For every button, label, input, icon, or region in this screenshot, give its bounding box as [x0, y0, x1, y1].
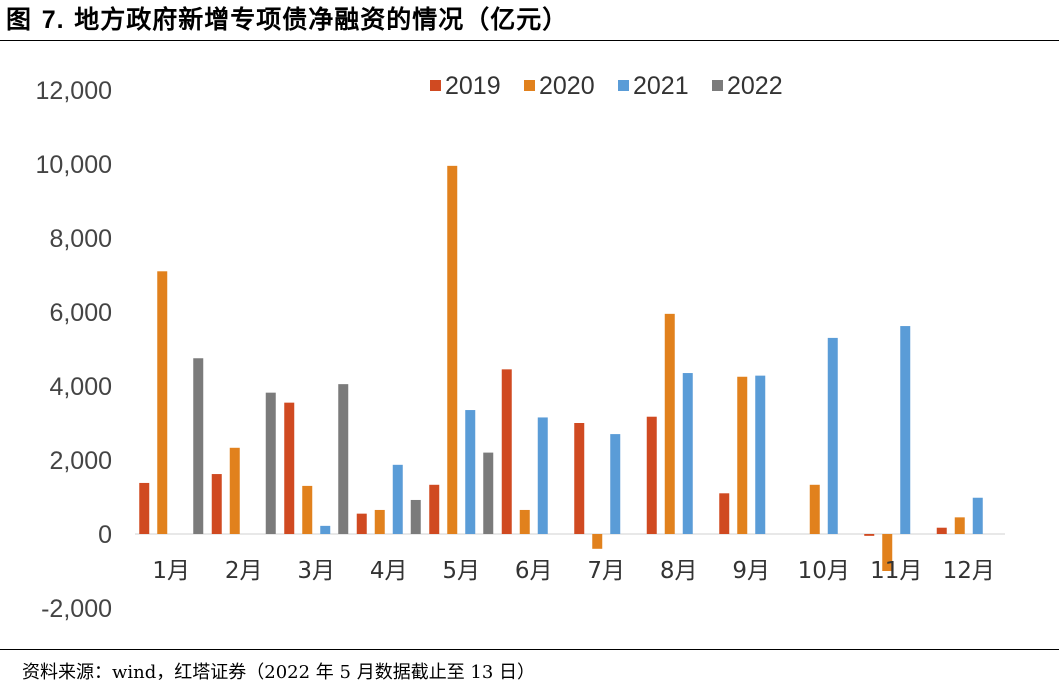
bar-2021 — [900, 326, 911, 534]
legend-label-2019: 2019 — [445, 72, 501, 100]
bar-2020 — [809, 484, 820, 534]
bar-2019 — [501, 369, 512, 534]
bar-2019 — [574, 423, 585, 534]
bar-2019 — [356, 513, 367, 534]
legend-swatch-2021 — [618, 80, 629, 91]
x-tick-label: 2月 — [225, 558, 263, 584]
bar-2021 — [320, 525, 331, 534]
bar-2020 — [447, 165, 458, 534]
bar-2020 — [737, 376, 748, 534]
bar-2021 — [392, 464, 403, 534]
bar-2021 — [610, 434, 621, 534]
bar-chart: 12,000 10,000 8,000 6,000 4,000 2,000 0 -2,000 1… — [36, 72, 1005, 623]
y-tick-label: 2,000 — [49, 447, 112, 475]
bar-2020 — [664, 313, 675, 534]
source-note: 资料来源：wind，红塔证券（2022 年 5 月数据截止至 13 日） — [22, 662, 536, 683]
figure-number: 7. — [41, 6, 65, 34]
x-tick-label: 10月 — [798, 558, 850, 584]
x-tick-label: 5月 — [442, 558, 480, 584]
bar-2020 — [882, 534, 893, 571]
bar-2021 — [827, 337, 838, 534]
y-tick-label: 10,000 — [36, 151, 112, 179]
bar-2020 — [229, 447, 240, 534]
bar-2022 — [265, 392, 276, 534]
bar-2022 — [483, 452, 494, 534]
y-tick-label: 4,000 — [49, 373, 112, 401]
bar-2022 — [410, 499, 421, 534]
x-tick-label: 4月 — [370, 558, 408, 584]
bar-2021 — [465, 410, 476, 534]
bottom-rule — [0, 649, 1059, 650]
bar-2020 — [519, 509, 530, 534]
bar-2019 — [211, 474, 222, 534]
bar-2019 — [864, 534, 875, 536]
x-tick-label: 3月 — [297, 558, 335, 584]
bar-2022 — [193, 358, 204, 534]
title-prefix: 图 — [6, 5, 42, 34]
bar-2020 — [302, 485, 313, 534]
bar-2020 — [592, 534, 603, 549]
bar-2021 — [972, 497, 983, 534]
chart-title: 图 7. 地方政府新增专项债净融资的情况（亿元） — [6, 2, 568, 38]
title-text: 地方政府新增专项债净融资的情况（亿元） — [64, 5, 569, 34]
bar-2020 — [374, 509, 385, 534]
legend-swatch-2020 — [524, 80, 535, 91]
bar-2020 — [954, 517, 965, 534]
bar-2021 — [537, 417, 548, 534]
legend-swatch-2019 — [430, 80, 441, 91]
x-tick-label: 9月 — [732, 558, 770, 584]
y-tick-label: 8,000 — [49, 225, 112, 253]
bar-2022 — [338, 384, 349, 534]
bar-2019 — [936, 527, 947, 534]
y-tick-label: 6,000 — [49, 299, 112, 327]
x-tick-label: 7月 — [587, 558, 625, 584]
legend-label-2022: 2022 — [727, 72, 783, 100]
bar-2019 — [139, 482, 150, 534]
legend-label-2021: 2021 — [633, 72, 689, 100]
y-tick-label: 12,000 — [36, 77, 112, 105]
top-rule — [0, 40, 1059, 41]
legend-swatch-2022 — [712, 80, 723, 91]
x-tick-label: 11月 — [870, 558, 922, 584]
y-tick-label: 0 — [98, 521, 112, 549]
bar-2019 — [429, 484, 440, 534]
bar-2019 — [646, 416, 657, 534]
x-tick-label: 12月 — [943, 558, 995, 584]
bar-2019 — [719, 493, 730, 534]
bar-2021 — [682, 373, 693, 534]
bar-2020 — [157, 271, 168, 534]
legend-label-2020: 2020 — [539, 72, 595, 100]
x-tick-label: 1月 — [152, 558, 190, 584]
bar-2021 — [755, 375, 766, 534]
x-tick-label: 6月 — [515, 558, 553, 584]
x-tick-label: 8月 — [660, 558, 698, 584]
y-tick-label: -2,000 — [41, 595, 112, 623]
bar-2019 — [284, 402, 295, 534]
